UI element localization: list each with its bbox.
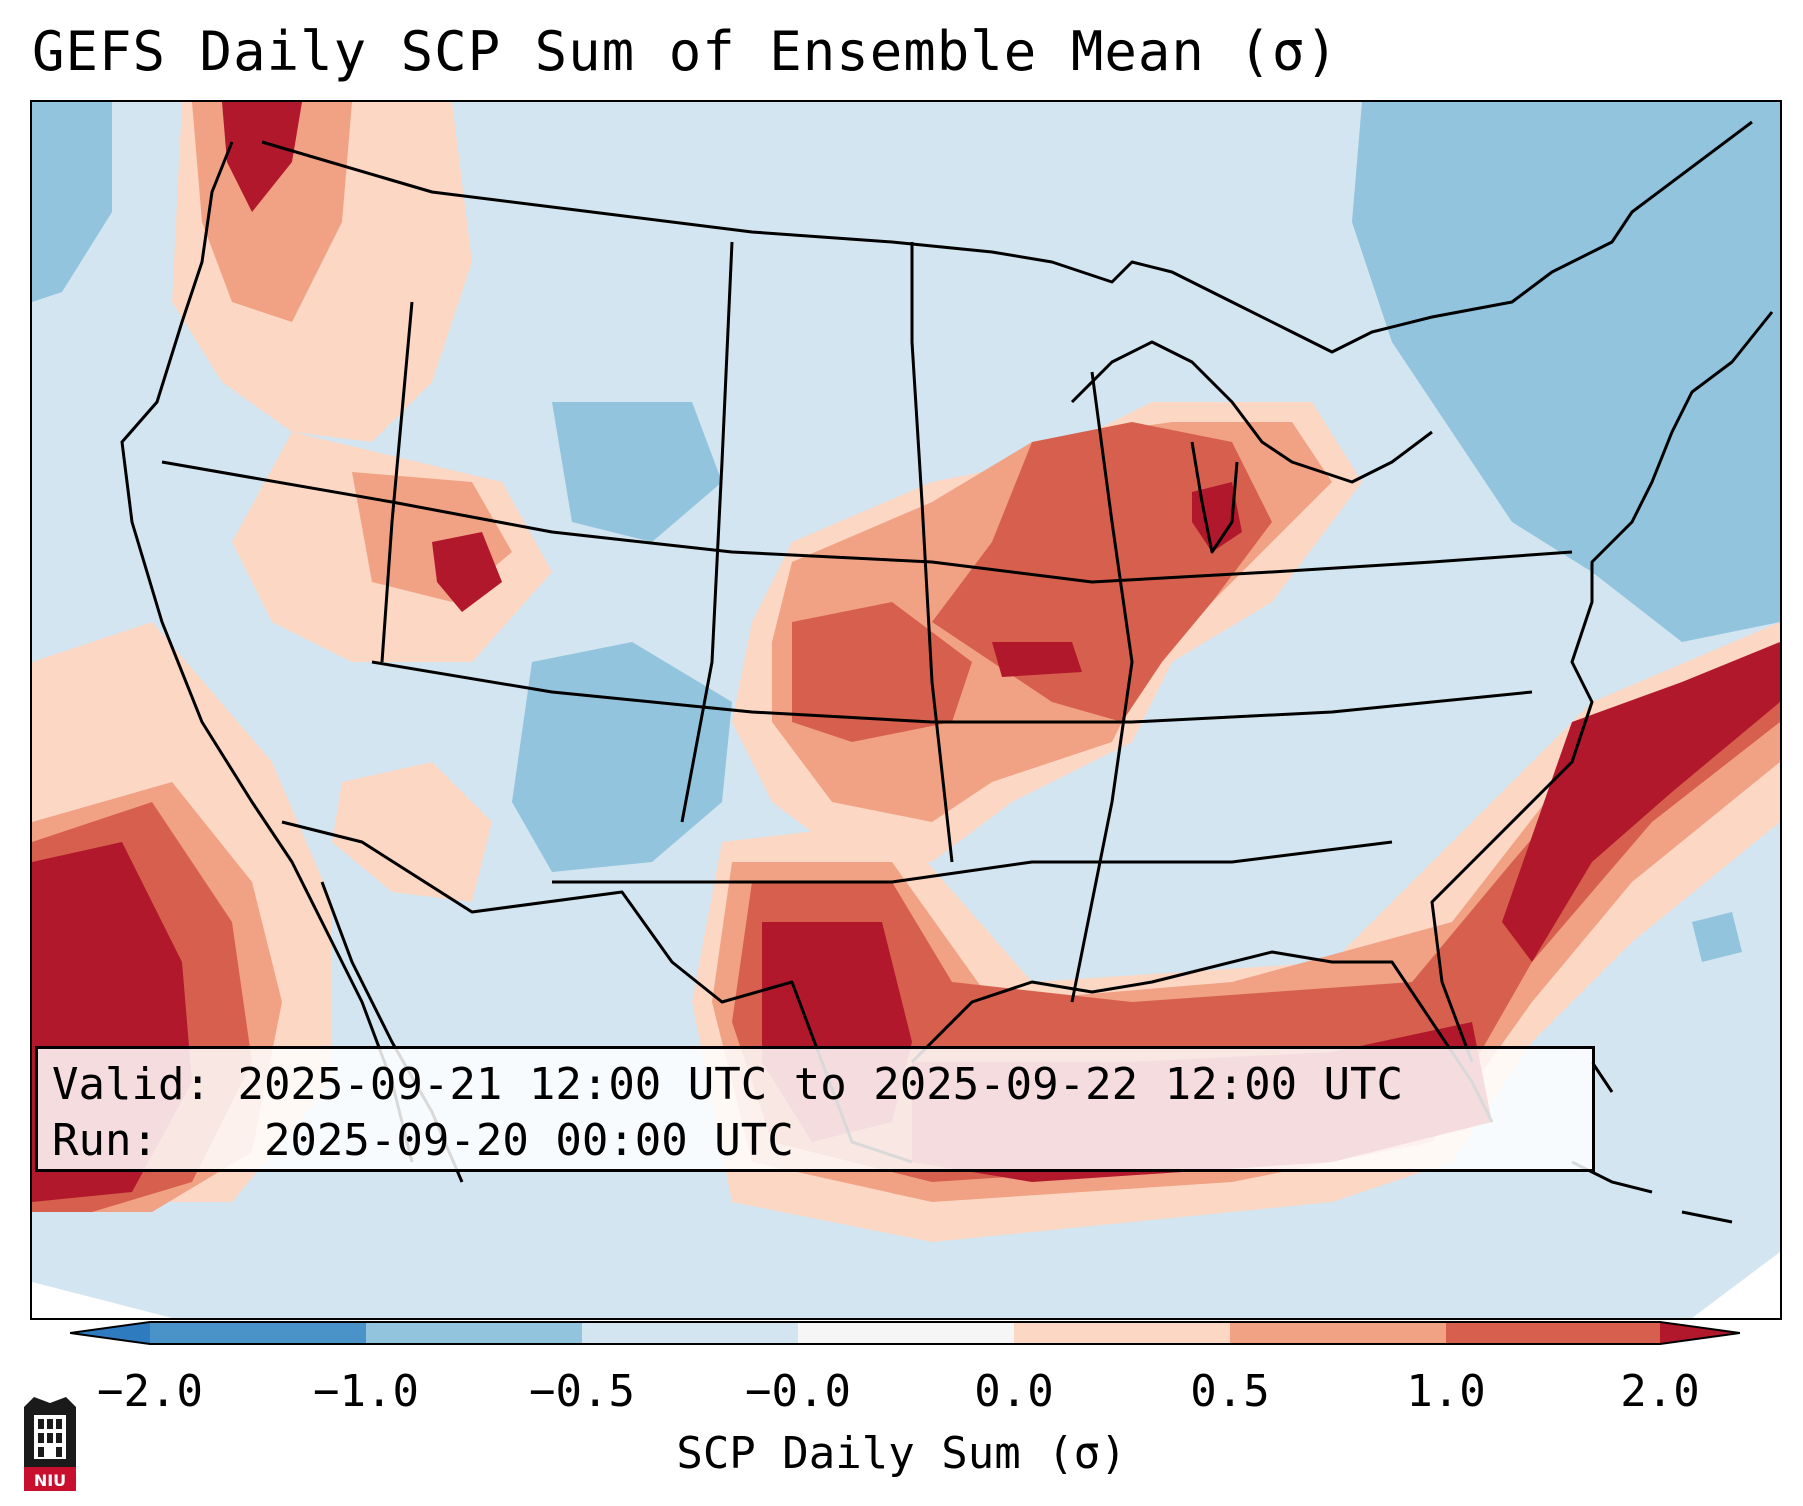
political-boundaries — [120, 120, 1774, 1183]
colorbar-segment — [582, 1322, 798, 1344]
state-line-plains — [680, 241, 734, 823]
anomaly-dark-missouri — [992, 642, 1082, 677]
anomaly-red-kansas — [792, 602, 972, 742]
state-line-rockies — [380, 301, 414, 663]
valid-value: 2025-09-21 12:00 UTC to 2025-09-22 12:00… — [237, 1059, 1404, 1110]
gulf-coast — [910, 950, 1494, 1123]
anomaly-dark-utah — [432, 532, 502, 612]
state-line-mississippi — [1070, 371, 1134, 1003]
west-coast — [120, 141, 414, 1163]
state-line-central — [910, 242, 954, 863]
anomaly-dark-lake-michigan — [1192, 482, 1242, 552]
colorbar-tick-label: 0.0 — [974, 1366, 1054, 1417]
colorbar-tick-label: 2.0 — [1620, 1366, 1700, 1417]
colorbar-label: SCP Daily Sum (σ) — [676, 1428, 1127, 1479]
negative-anomaly-fields — [32, 102, 1780, 962]
state-line-lat-37 — [371, 660, 1533, 724]
anomaly-dark-atlantic — [1502, 642, 1780, 962]
atlantic-coast — [1430, 311, 1774, 1063]
logo-text: NIU — [34, 1471, 66, 1490]
colorbar-segment — [798, 1322, 1014, 1344]
caribbean-islands — [1571, 1061, 1733, 1224]
colorbar-tick-label: 1.0 — [1406, 1366, 1486, 1417]
anomaly-patch-wyoming — [552, 402, 722, 542]
anomaly-patch-north-atlantic — [1692, 912, 1742, 962]
colorbar-tick-label: −2.0 — [97, 1366, 203, 1417]
anomaly-dark-pacific-nw — [222, 102, 302, 212]
anomaly-patch-southwest-desert — [512, 642, 732, 872]
run-value: 2025-09-20 00:00 UTC — [263, 1115, 794, 1166]
colorbar-segment — [1014, 1322, 1230, 1344]
colorbar-segment — [1446, 1322, 1660, 1344]
colorbar — [69, 1318, 1741, 1348]
colorbar-tick-label: 0.5 — [1190, 1366, 1270, 1417]
great-lakes — [1070, 340, 1433, 484]
map-title: GEFS Daily SCP Sum of Ensemble Mean (σ) — [32, 20, 1339, 83]
colorbar-tick-label: −0.0 — [745, 1366, 851, 1417]
state-line-lat-40 — [161, 460, 1573, 584]
colorbar-tick-label: −0.5 — [529, 1366, 635, 1417]
projection-edge-left — [32, 1282, 172, 1318]
state-line-lat-33 — [552, 840, 1393, 884]
colorbar-tick-label: −1.0 — [313, 1366, 419, 1417]
run-label: Run: — [52, 1115, 158, 1166]
colorbar-over-triangle — [1660, 1322, 1740, 1344]
colorbar-segment — [366, 1322, 582, 1344]
projection-edge — [1692, 1252, 1780, 1318]
colorbar-under-triangle — [70, 1322, 150, 1344]
valid-label: Valid: — [52, 1059, 211, 1110]
us-canada-border — [261, 120, 1753, 354]
lake-michigan — [1190, 441, 1239, 554]
colorbar-segment — [150, 1322, 366, 1344]
anomaly-light-arizona — [332, 762, 492, 902]
niu-logo: NIU — [20, 1393, 80, 1497]
anomaly-patch-pacific-nw — [32, 102, 112, 302]
anomaly-patch-northeast-canada — [1352, 102, 1780, 642]
valid-run-info-box: Valid: 2025-09-21 12:00 UTC to 2025-09-2… — [35, 1046, 1595, 1172]
colorbar-segment — [1230, 1322, 1446, 1344]
